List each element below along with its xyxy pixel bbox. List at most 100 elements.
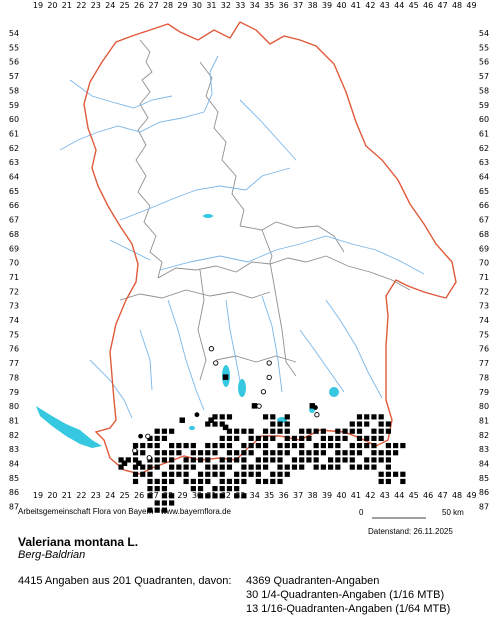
y-axis-label: 67 [479, 216, 489, 225]
record-square [179, 417, 185, 423]
record-circle-open [208, 346, 215, 352]
record-square [169, 478, 175, 485]
record-circle-open [260, 389, 267, 395]
record-square [277, 428, 283, 434]
x-axis-label: 45 [409, 1, 419, 10]
record-square [284, 428, 290, 434]
x-axis-label: 29 [177, 491, 187, 500]
record-square [385, 457, 391, 463]
x-axis-label: 42 [365, 491, 375, 500]
y-axis-label: 65 [9, 187, 19, 196]
y-axis-label: 63 [9, 158, 19, 167]
record-square [306, 457, 312, 463]
y-axis-label: 85 [479, 474, 489, 483]
y-axis-label: 87 [479, 503, 489, 512]
record-square [241, 457, 247, 463]
y-axis-label: 71 [9, 273, 19, 282]
x-axis-label: 26 [134, 1, 144, 10]
record-square [234, 435, 240, 441]
x-axis-label: 33 [235, 1, 245, 10]
record-square [299, 442, 305, 449]
record-square [378, 450, 384, 456]
y-axis-right: 54 55 56 57 58 59 60 61 62 63 64 65 66 67 68 69 70 71 72 73… [479, 29, 489, 512]
distribution-map: 19 20 21 22 23 24 25 26 27 28 29 30 31 32 33 34 35 36 37 38… [9, 1, 489, 513]
record-square [190, 442, 196, 449]
record-square [226, 435, 233, 441]
occurrence-records-fractional [132, 346, 320, 461]
y-axis-label: 74 [9, 316, 19, 325]
record-square [400, 442, 406, 449]
state-border [83, 21, 457, 475]
y-axis-label: 56 [479, 58, 489, 67]
data-date: Datenstand: 26.11.2025 [368, 527, 453, 536]
x-axis-label: 20 [47, 491, 57, 500]
x-axis-label: 43 [380, 1, 390, 10]
record-square [385, 464, 391, 470]
record-square [364, 464, 370, 470]
record-square [349, 450, 355, 456]
record-square [313, 442, 319, 449]
y-axis-label: 78 [479, 373, 489, 382]
y-axis-label: 73 [479, 302, 489, 311]
record-square [342, 457, 348, 463]
record-circle-open [314, 412, 320, 418]
record-square [140, 471, 146, 477]
record-square [219, 478, 225, 485]
record-square [176, 471, 182, 477]
record-square [205, 421, 211, 427]
record-square [212, 421, 218, 427]
record-square [219, 471, 225, 477]
record-circle-open [266, 374, 272, 381]
record-square [364, 435, 370, 441]
record-square [248, 464, 254, 470]
record-square [205, 450, 211, 456]
record-square [147, 507, 153, 513]
y-axis-label: 84 [479, 460, 489, 469]
record-square [262, 450, 269, 456]
x-axis-label: 40 [336, 1, 346, 10]
record-square [284, 464, 290, 470]
y-axis-label: 70 [479, 259, 489, 268]
record-square [190, 464, 196, 470]
record-square [356, 421, 363, 427]
y-axis-label: 79 [479, 388, 489, 397]
record-square [234, 428, 240, 434]
record-square [140, 442, 146, 449]
record-square [371, 464, 377, 470]
record-square [161, 471, 168, 477]
record-square [385, 471, 391, 477]
record-square [212, 486, 218, 492]
record-square [270, 414, 276, 420]
record-square [140, 464, 146, 470]
x-axis-label: 40 [336, 491, 346, 500]
record-square [291, 464, 298, 470]
record-square [262, 457, 269, 463]
record-square [161, 493, 168, 499]
y-axis-label: 74 [479, 316, 489, 325]
record-square [262, 428, 269, 434]
y-axis-label: 60 [479, 115, 489, 124]
record-square [234, 450, 240, 456]
x-axis-top: 19 20 21 22 23 24 25 26 27 28 29 30 31 32 33 34 35 36 37 38… [33, 1, 477, 10]
record-square [342, 435, 348, 441]
record-square [378, 471, 384, 477]
record-square [154, 486, 160, 492]
y-axis-label: 82 [9, 431, 19, 440]
x-axis-label: 25 [120, 491, 130, 500]
record-square [306, 450, 312, 456]
record-square [248, 442, 254, 449]
record-square [226, 464, 233, 470]
stats-quarter-quadrant: 30 1/4-Quadranten-Angaben (1/16 MTB) [246, 589, 445, 601]
record-square [161, 450, 168, 456]
record-square [161, 507, 168, 513]
record-circle-open [145, 433, 151, 439]
record-square [364, 421, 370, 427]
record-square [241, 493, 247, 499]
record-square [212, 450, 218, 456]
record-square [277, 478, 283, 485]
record-square [248, 435, 254, 441]
record-square [154, 507, 160, 513]
x-axis-label: 36 [279, 1, 289, 10]
stats-sixteenth-quadrant: 13 1/16-Quadranten-Angaben (1/64 MTB) [246, 603, 451, 615]
record-circle-open [146, 455, 152, 461]
